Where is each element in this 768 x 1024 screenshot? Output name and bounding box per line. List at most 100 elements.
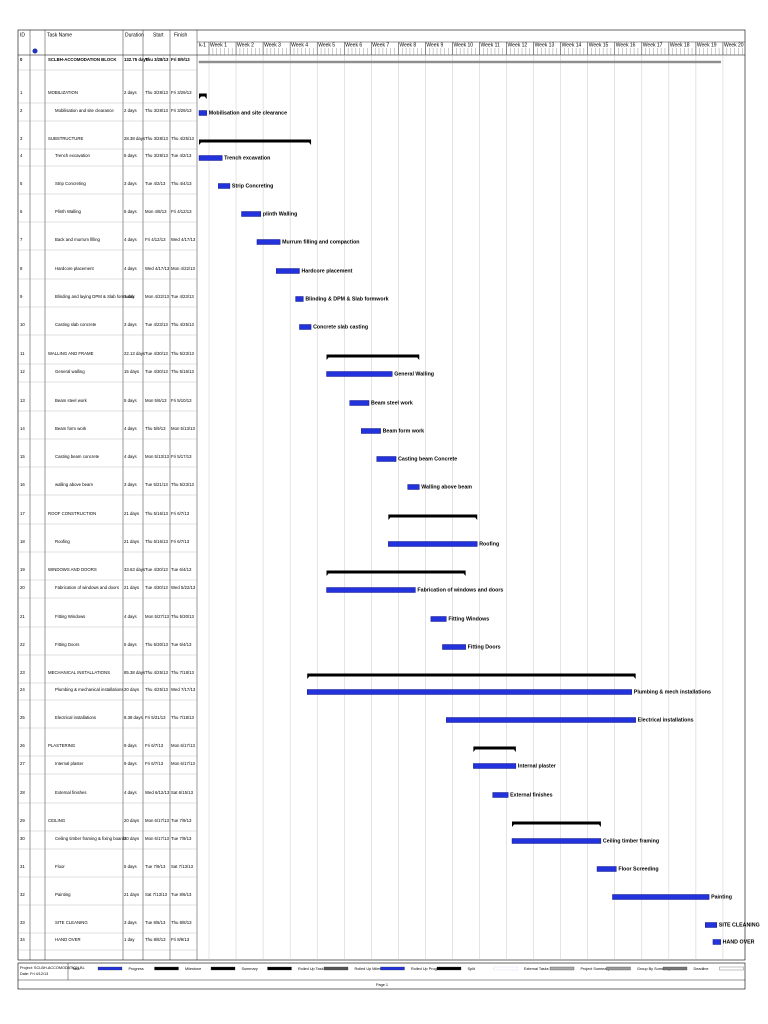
bar-label: Fitting Doors <box>468 644 501 650</box>
row-id: 19 <box>20 567 25 572</box>
bar-label: Casting beam Concrete <box>398 456 457 462</box>
row-duration: 3 days <box>124 482 137 487</box>
row-id: 24 <box>20 687 25 692</box>
task-bar <box>388 541 478 547</box>
row-name: Blinding and laying DPM & Slab formwork <box>55 294 135 299</box>
task-bar <box>326 587 416 593</box>
bar-label: Roofing <box>479 541 499 547</box>
legend-label: Rolled Up Milestone <box>355 967 389 971</box>
row-name: General walling <box>55 369 85 374</box>
row-duration: 20 days <box>124 687 139 692</box>
page-number: Page 1 <box>376 983 388 987</box>
row-duration: 21 days <box>124 585 139 590</box>
row-name: Trench excavation <box>55 153 91 158</box>
week-label: Week 10 <box>453 42 473 48</box>
row-start: Thu 3/28/13 <box>145 136 169 141</box>
row-finish: Thu 5/30/13 <box>171 614 195 619</box>
row-start: Tue 5/21/13 <box>145 482 168 487</box>
row-start: Thu 3/28/13 <box>145 90 169 95</box>
row-finish: Wed 7/17/13 <box>171 687 196 692</box>
bar-label: Internal plaster <box>518 763 556 769</box>
row-id: 14 <box>20 426 25 431</box>
row-duration: 20 days <box>124 818 139 823</box>
row-id: 30 <box>20 836 25 841</box>
bar-label: Fabrication of windows and doors <box>417 587 503 593</box>
row-duration: 132.75 days <box>124 57 149 62</box>
row-duration: 28.38 days <box>124 136 145 141</box>
summary-bar <box>388 514 478 518</box>
row-name: Ceiling timber framing & fixing boards <box>55 836 126 841</box>
row-name: Fabrication of windows and doors <box>55 585 119 590</box>
row-finish: Mon 4/22/13 <box>171 266 195 271</box>
row-id: 21 <box>20 614 25 619</box>
row-start: Tue 4/2/13 <box>145 181 166 186</box>
row-duration: 4 days <box>124 237 137 242</box>
row-finish: Tue 8/6/13 <box>171 892 192 897</box>
legend-swatch <box>323 966 349 971</box>
summary-bar <box>512 821 601 825</box>
row-finish: Thu 5/23/13 <box>171 351 195 356</box>
summary-cap <box>199 96 207 99</box>
row-name: Plinth Walling <box>55 209 81 214</box>
row-duration: 4 days <box>124 426 137 431</box>
row-start: Tue 4/30/13 <box>145 585 168 590</box>
row-finish: Fri 3/29/13 <box>171 90 192 95</box>
week-label: Week 2 <box>237 42 254 48</box>
legend-label: External Tasks <box>524 967 549 971</box>
task-bar <box>473 763 517 769</box>
summary-bar <box>199 93 207 97</box>
column-header: Start <box>153 32 164 38</box>
row-duration: 4 days <box>124 454 137 459</box>
bar-label: Fitting Windows <box>448 616 489 622</box>
legend-label: Project Summary <box>581 967 610 971</box>
row-duration: 8.38 days <box>124 715 143 720</box>
task-bar <box>198 110 207 116</box>
row-finish: Fri 4/12/13 <box>171 209 192 214</box>
row-duration: 85.38 days <box>124 670 145 675</box>
row-start: Fri 6/7/13 <box>145 743 164 748</box>
row-duration: 3 days <box>124 322 137 327</box>
row-name: SCLBH-ACCOMODATION BLOCK <box>48 57 117 62</box>
row-id: 5 <box>20 181 23 186</box>
row-start: Thu 5/30/13 <box>145 642 169 647</box>
row-start: Mon 4/22/13 <box>145 294 169 299</box>
row-start: Mon 5/27/13 <box>145 614 169 619</box>
week-label: Week 13 <box>535 42 555 48</box>
task-bar <box>705 922 718 928</box>
row-finish: Tue 4/2/13 <box>171 153 192 158</box>
week-label: Week 1 <box>210 42 227 48</box>
row-start: Thu 5/16/13 <box>145 539 169 544</box>
indicator-icon <box>32 48 38 54</box>
legend-label: Task <box>72 967 80 971</box>
row-duration: 3 days <box>124 920 137 925</box>
row-finish: Fri 5/17/13 <box>171 454 192 459</box>
footer-frame <box>17 962 746 990</box>
row-start: Tue 4/30/13 <box>145 369 168 374</box>
legend-swatch <box>662 966 688 971</box>
row-name: PLASTERING <box>48 743 76 748</box>
row-start: Mon 6/17/13 <box>145 836 169 841</box>
bar-label: Strip Concreting <box>232 183 274 189</box>
row-start: Thu 3/28/13 <box>145 57 169 62</box>
row-id: 10 <box>20 322 25 327</box>
task-bar <box>295 296 304 302</box>
bar-label: Floor Screeding <box>618 866 658 872</box>
project-summary-bar <box>198 60 721 64</box>
row-duration: 5 days <box>124 864 137 869</box>
row-id: 23 <box>20 670 25 675</box>
bar-label: Beam steel work <box>371 400 413 406</box>
row-name: Mobilisation and site clearance <box>55 108 114 113</box>
row-name: SUBSTRUCTURE <box>48 136 83 141</box>
row-id: 3 <box>20 136 23 141</box>
task-bar <box>361 428 381 434</box>
row-duration: 15 days <box>124 369 139 374</box>
week-label: Week 4 <box>291 42 308 48</box>
bar-label: Walling above beam <box>421 484 472 490</box>
row-finish: Thu 4/25/13 <box>171 322 195 327</box>
row-name: Strip Concreting <box>55 181 86 186</box>
row-name: Fitting Doors <box>55 642 79 647</box>
task-bar <box>241 211 262 217</box>
legend-swatch <box>267 966 292 971</box>
row-id: 26 <box>20 743 25 748</box>
task-bar <box>349 400 370 406</box>
